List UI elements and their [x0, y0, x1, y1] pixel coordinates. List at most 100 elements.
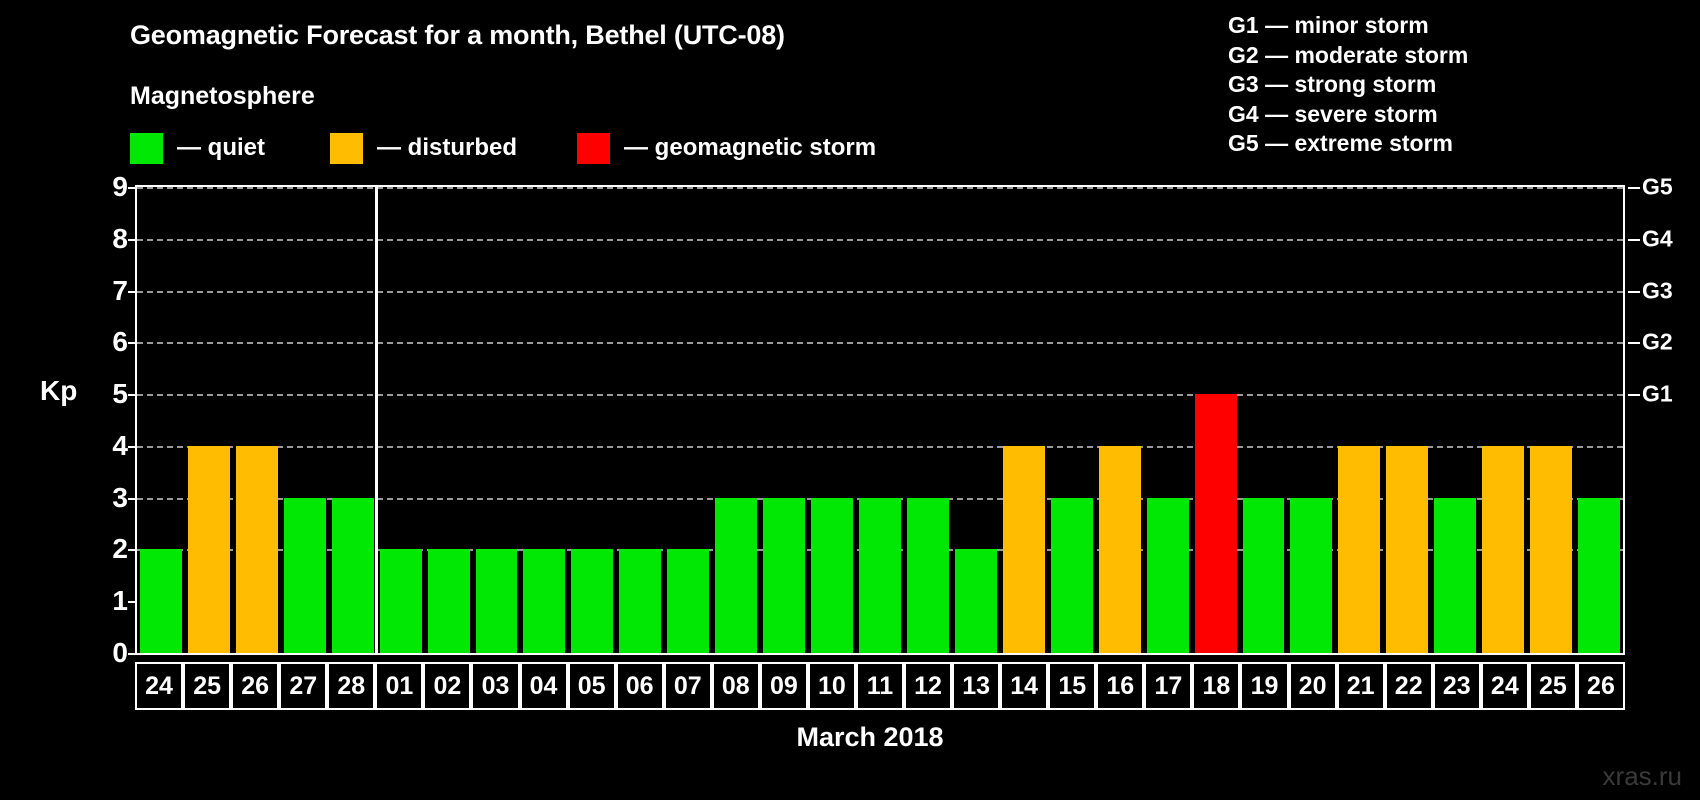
y-axis: 0 1 2 3 4 5 6 7 8 9: [80, 171, 139, 668]
legend-label-storm: — geomagnetic storm: [624, 134, 877, 161]
day-label-13: 09: [759, 662, 808, 710]
x-axis-title: March 2018: [796, 722, 944, 752]
g-tick-mark-G3: [1628, 290, 1640, 293]
g-tick-mark-G4: [1628, 238, 1640, 241]
bar-day-26: [1578, 497, 1620, 653]
bar-day-08: [715, 497, 758, 653]
bar-day-05: [571, 549, 614, 653]
legend-item-disturbed: — disturbed: [330, 132, 518, 164]
g-scale-row-4: G4 — severe storm: [1228, 100, 1438, 127]
day-label-17: 13: [952, 662, 1001, 710]
day-label-28: 24: [1480, 662, 1529, 710]
bar-day-06: [619, 549, 662, 653]
day-label-9: 05: [567, 662, 616, 710]
g-tick-mark-G5: [1628, 187, 1640, 189]
bar-day-19: [1242, 497, 1285, 653]
day-label-20: 16: [1096, 662, 1145, 710]
gridline-kp-8: [137, 238, 1623, 241]
g-scale-row-2: G2 — moderate storm: [1228, 41, 1469, 68]
day-label-22: 18: [1192, 662, 1241, 710]
day-label-4: 28: [327, 662, 376, 710]
page-title: Geomagnetic Forecast for a month, Bethel…: [130, 20, 785, 50]
day-label-25: 21: [1336, 662, 1385, 710]
y-tick-mark-7: [128, 290, 139, 293]
bar-day-17: [1146, 497, 1189, 653]
gridline-kp-5: [137, 394, 1623, 397]
bar-day-09: [763, 497, 806, 653]
g-scale-legend: G1 — minor storm G2 — moderate storm G3 — …: [1228, 11, 1468, 159]
bar-day-01: [379, 549, 422, 653]
g-tick-label-G1: G1: [1642, 380, 1673, 407]
y-axis-title: Kp: [40, 375, 78, 406]
g-tick-mark-G2: [1628, 342, 1640, 345]
y-tick-mark-2: [128, 549, 139, 552]
day-label-10: 06: [615, 662, 664, 710]
y-tick-mark-1: [128, 601, 139, 604]
forecast-divider: [375, 187, 379, 653]
y-tick-mark-3: [128, 497, 139, 500]
gridline-kp-4: [137, 445, 1623, 448]
bar-day-18: [1194, 394, 1237, 653]
legend-item-storm: — geomagnetic storm: [577, 132, 877, 164]
day-label-11: 07: [663, 662, 712, 710]
day-label-30: 26: [1576, 662, 1625, 710]
gridline-kp-6: [137, 342, 1623, 345]
y-tick-label-4: 4: [112, 429, 128, 461]
day-label-29: 25: [1528, 662, 1577, 710]
y-tick-label-9: 9: [112, 171, 128, 202]
day-label-27: 23: [1432, 662, 1481, 710]
day-label-24: 20: [1288, 662, 1337, 710]
bar-day-07: [667, 549, 710, 653]
day-label-19: 15: [1048, 662, 1097, 710]
bar-day-23: [1434, 497, 1477, 653]
bar-day-26: [235, 445, 278, 653]
bar-day-27: [283, 497, 326, 653]
bar-day-25: [1530, 445, 1573, 653]
bar-day-03: [475, 549, 518, 653]
bar-day-12: [906, 497, 949, 653]
day-label-12: 08: [711, 662, 760, 710]
y-tick-mark-6: [128, 342, 139, 345]
y-tick-mark-4: [128, 445, 139, 448]
day-label-21: 17: [1144, 662, 1193, 710]
legend-label-disturbed: — disturbed: [377, 134, 518, 161]
bar-day-24: [1482, 445, 1525, 653]
g-scale-axis: G1 G2 G3 G4 G5: [1628, 174, 1698, 655]
legend-item-quiet: — quiet: [130, 132, 265, 164]
magnetosphere-legend: — quiet — disturbed — geomagnetic storm: [130, 132, 876, 164]
bar-day-10: [811, 497, 854, 653]
y-tick-label-6: 6: [112, 326, 128, 358]
bar-day-16: [1098, 445, 1141, 653]
day-label-8: 04: [519, 662, 568, 710]
plot-area: [135, 185, 1625, 655]
g-tick-label-G2: G2: [1642, 328, 1673, 355]
x-axis-day-labels: 24 25 26 27 28 01 02 03 04 05 06 07 08 09 10 11 12 13 14 15…: [135, 662, 1625, 710]
legend-swatch-quiet: [130, 132, 163, 164]
y-tick-label-1: 1: [112, 585, 128, 617]
watermark: xras.ru: [1602, 761, 1682, 791]
bar-day-20: [1290, 497, 1333, 653]
day-label-2: 26: [231, 662, 280, 710]
y-tick-label-0: 0: [112, 637, 128, 668]
gridline-kp-9: [137, 187, 1623, 189]
bar-day-04: [523, 549, 566, 653]
g-tick-mark-G1: [1628, 394, 1640, 397]
day-label-26: 22: [1384, 662, 1433, 710]
y-tick-label-8: 8: [112, 222, 128, 254]
bar-day-24: [140, 549, 182, 653]
day-label-23: 19: [1240, 662, 1289, 710]
day-label-1: 25: [183, 662, 232, 710]
y-tick-label-5: 5: [112, 378, 128, 410]
g-scale-row-5: G5 — extreme storm: [1228, 130, 1453, 156]
magnetosphere-label: Magnetosphere: [130, 82, 315, 110]
g-tick-label-G3: G3: [1642, 277, 1673, 304]
legend-swatch-disturbed: [330, 132, 363, 164]
g-scale-row-3: G3 — strong storm: [1228, 71, 1437, 97]
bar-day-02: [427, 549, 470, 653]
bar-day-28: [331, 497, 374, 653]
day-label-6: 02: [423, 662, 472, 710]
day-label-15: 11: [855, 662, 905, 710]
bar-day-15: [1050, 497, 1093, 653]
g-tick-label-G5: G5: [1642, 173, 1673, 200]
